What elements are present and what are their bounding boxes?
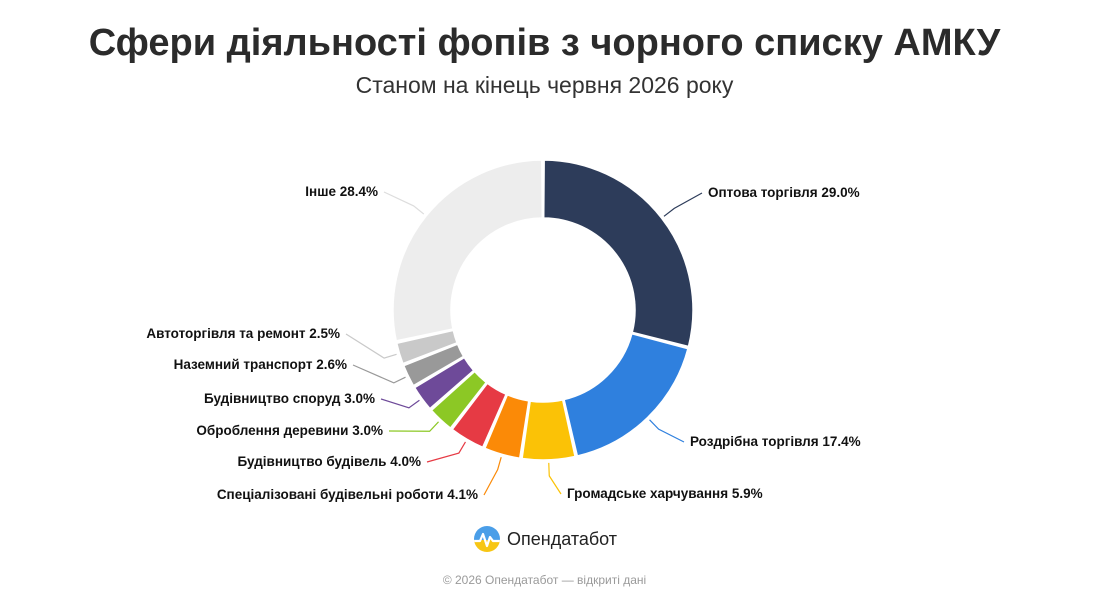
slice-label-5: Оброблення деревини 3.0%	[196, 423, 383, 438]
footer-copyright: © 2026 Опендатабот — відкриті дані	[442, 573, 647, 587]
leader-line-2	[548, 462, 562, 495]
donut-slice-5	[430, 370, 487, 429]
slice-label-6: Будівництво споруд 3.0%	[204, 391, 375, 406]
leader-line-9	[383, 191, 425, 215]
slice-labels: Оптова торгівля 29.0% Роздрібна торгівля …	[146, 184, 860, 502]
donut-slice-3	[484, 394, 530, 459]
donut-slice-4	[451, 382, 507, 449]
slice-label-7: Наземний транспорт 2.6%	[174, 357, 347, 372]
leader-line-5	[388, 421, 439, 432]
donut-slices	[392, 159, 694, 461]
leader-line-6	[380, 398, 420, 409]
leader-line-4	[426, 441, 466, 463]
donut-slice-7	[402, 343, 465, 387]
opendatabot-logo-icon	[474, 526, 500, 552]
brand-name: Опендатабот	[507, 528, 618, 549]
leader-line-8	[345, 333, 397, 359]
slice-label-2: Громадське харчування 5.9%	[567, 486, 763, 501]
donut-slice-0	[542, 159, 694, 348]
slice-label-1: Роздрібна торгівля 17.4%	[690, 434, 861, 449]
chart-subtitle: Станом на кінець червня 2026 року	[355, 72, 734, 98]
leader-lines	[345, 191, 703, 496]
donut-slice-6	[413, 356, 475, 410]
brand-logo: Опендатабот	[473, 524, 617, 554]
slice-label-4: Будівництво будівель 4.0%	[238, 454, 421, 469]
donut-slice-9	[392, 159, 544, 342]
slice-label-9: Інше 28.4%	[305, 184, 378, 199]
leader-line-1	[649, 419, 685, 443]
leader-line-7	[352, 364, 406, 384]
slice-label-8: Автоторгівля та ремонт 2.5%	[146, 326, 340, 341]
donut-slice-2	[521, 399, 576, 461]
chart-title: Сфери діяльності фопів з чорного списку …	[88, 22, 1001, 64]
leader-line-0	[663, 192, 703, 217]
slice-label-0: Оптова торгівля 29.0%	[708, 185, 860, 200]
slice-label-3: Спеціалізовані будівельні роботи 4.1%	[217, 487, 478, 502]
leader-line-3	[483, 457, 502, 496]
donut-slice-1	[563, 332, 689, 457]
donut-slice-8	[395, 329, 458, 365]
